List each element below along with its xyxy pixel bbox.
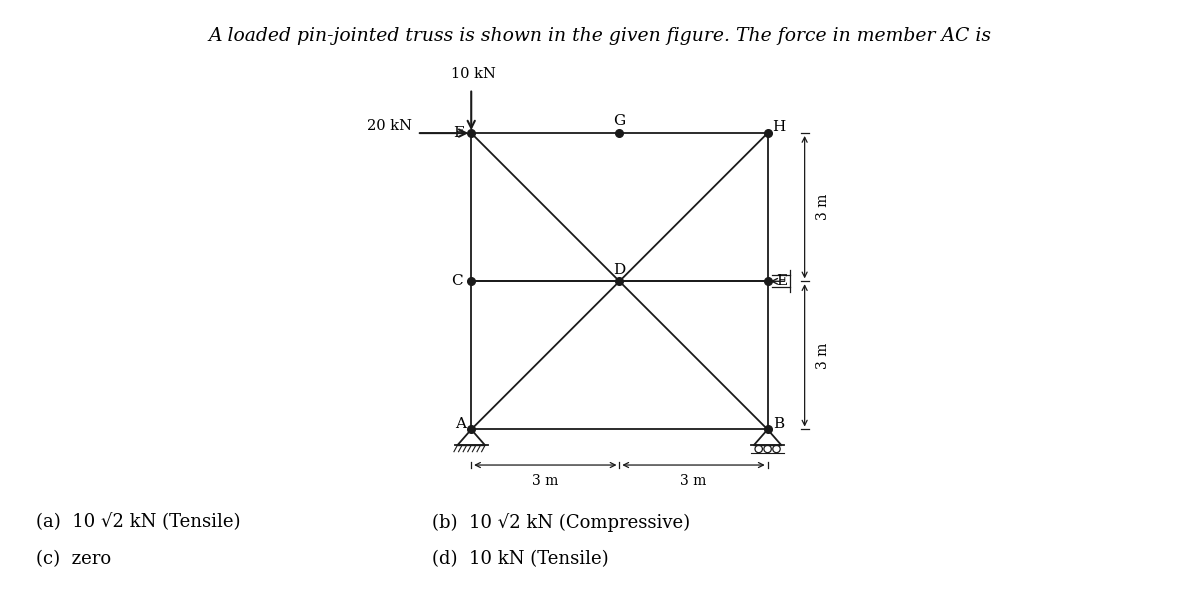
Text: G: G bbox=[613, 114, 625, 128]
Text: A: A bbox=[455, 417, 466, 431]
Text: (a)  10 √2 kN (Tensile): (a) 10 √2 kN (Tensile) bbox=[36, 513, 240, 531]
Text: C: C bbox=[451, 274, 463, 289]
Text: 3 m: 3 m bbox=[680, 474, 707, 488]
Text: (c)  zero: (c) zero bbox=[36, 550, 112, 568]
Text: F: F bbox=[454, 126, 464, 140]
Text: 10 kN: 10 kN bbox=[451, 67, 496, 81]
Text: D: D bbox=[613, 263, 625, 277]
Text: A loaded pin-jointed truss is shown in the given figure. The force in member AC : A loaded pin-jointed truss is shown in t… bbox=[209, 27, 991, 45]
Text: 3 m: 3 m bbox=[816, 194, 829, 221]
Text: B: B bbox=[773, 417, 784, 431]
Text: 3 m: 3 m bbox=[532, 474, 558, 488]
Text: H: H bbox=[772, 120, 785, 134]
Text: (b)  10 √2 kN (Compressive): (b) 10 √2 kN (Compressive) bbox=[432, 513, 690, 532]
Text: (d)  10 kN (Tensile): (d) 10 kN (Tensile) bbox=[432, 550, 608, 568]
Text: E: E bbox=[776, 274, 787, 289]
Text: 20 kN: 20 kN bbox=[367, 119, 412, 133]
Text: 3 m: 3 m bbox=[816, 342, 829, 369]
